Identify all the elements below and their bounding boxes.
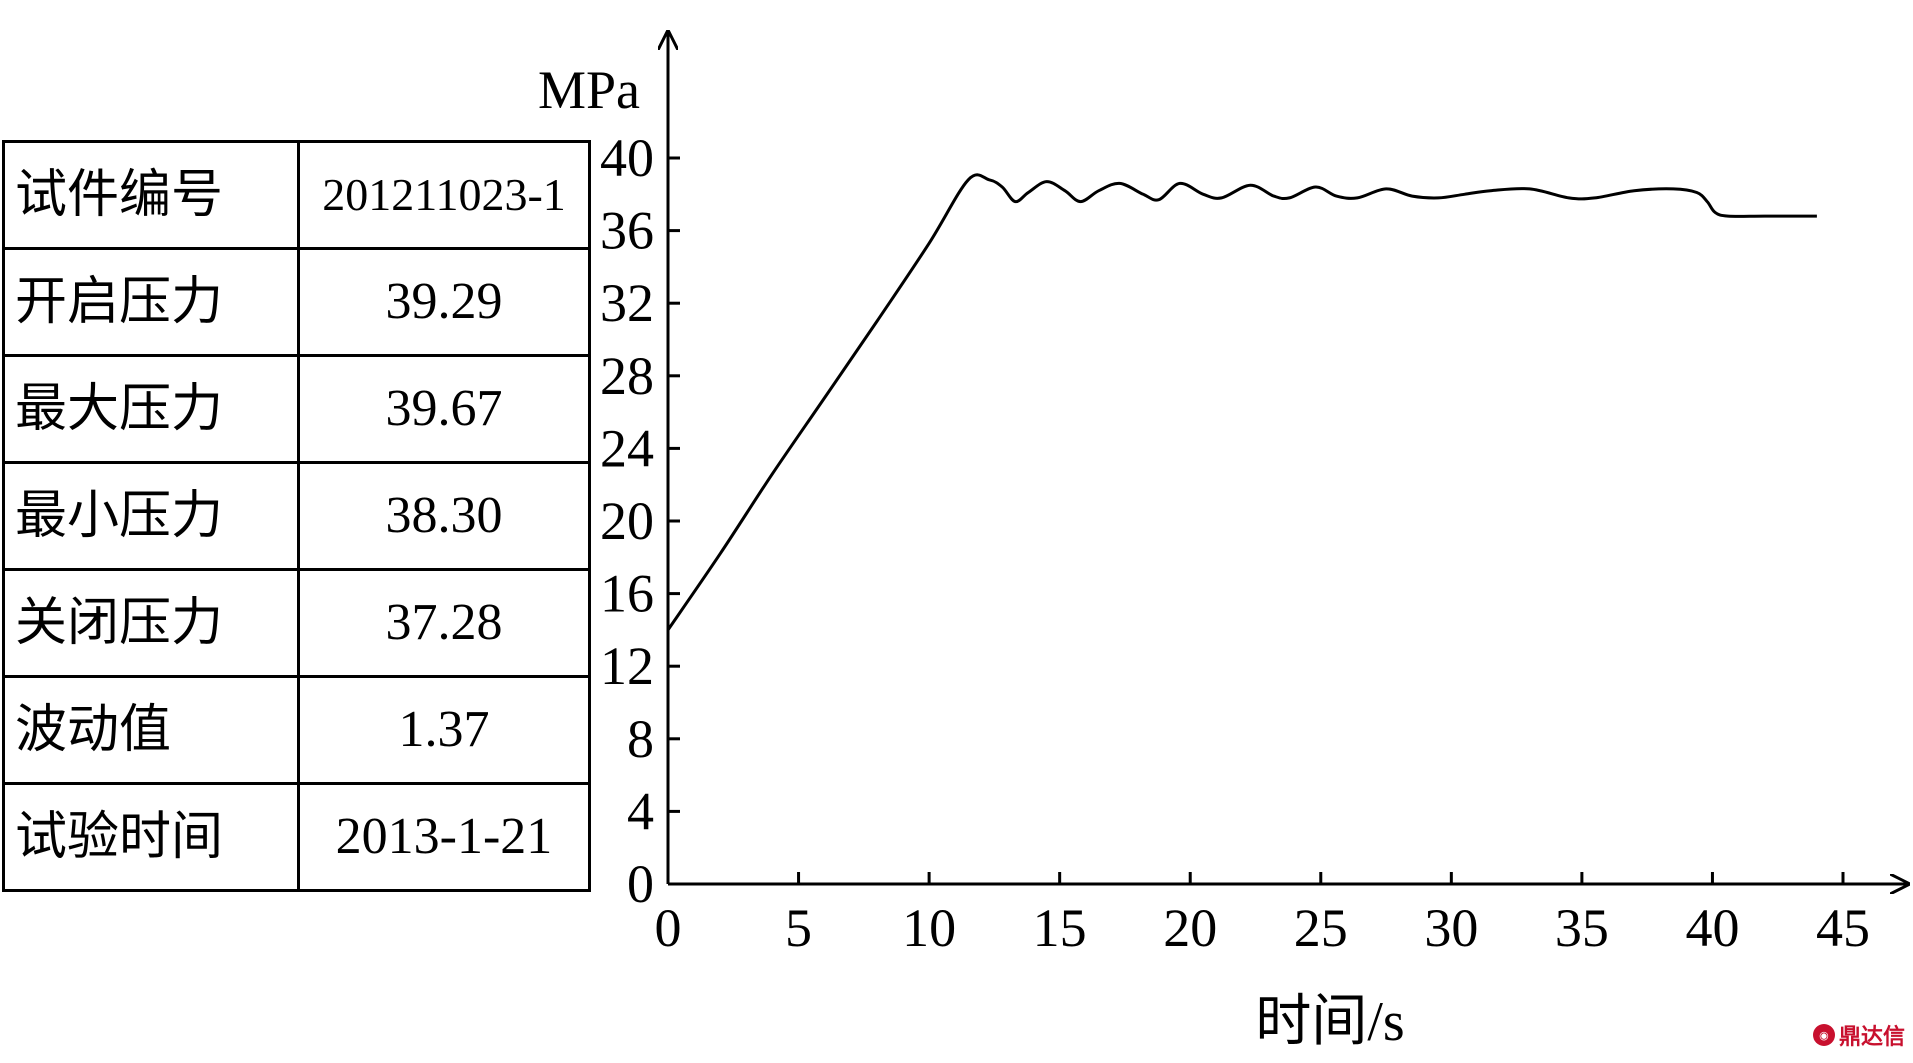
pressure-series-line — [666, 173, 1817, 631]
y-tick-label: 8 — [627, 709, 654, 769]
x-tick-label: 30 — [1424, 898, 1478, 958]
y-tick-label: 0 — [627, 854, 654, 914]
row-label: 试验时间 — [2, 782, 300, 892]
x-tick-label: 35 — [1555, 898, 1609, 958]
row-value: 201211023-1 — [297, 140, 591, 250]
x-tick-label: 10 — [902, 898, 956, 958]
row-value: 2013-1-21 — [297, 782, 591, 892]
x-axis-label: 时间/s — [1255, 991, 1404, 1053]
y-tick-label: 36 — [600, 201, 654, 261]
x-tick-label: 25 — [1294, 898, 1348, 958]
table-row: 试件编号 201211023-1 — [2, 140, 591, 250]
row-value: 38.30 — [297, 461, 591, 571]
row-value: 37.28 — [297, 568, 591, 678]
table-row: 关闭压力 37.28 — [2, 568, 591, 678]
row-value: 1.37 — [297, 675, 591, 785]
row-label: 开启压力 — [2, 247, 300, 357]
x-tick-label: 15 — [1033, 898, 1087, 958]
y-axis-label: MPa — [538, 60, 640, 120]
y-tick-label: 24 — [600, 418, 654, 478]
table-row: 最大压力 39.67 — [2, 354, 591, 464]
watermark: ◉ 鼎达信 — [1812, 1019, 1905, 1051]
table-row: 最小压力 38.30 — [2, 461, 591, 571]
row-label: 最小压力 — [2, 461, 300, 571]
table-row: 波动值 1.37 — [2, 675, 591, 785]
y-tick-label: 16 — [600, 564, 654, 624]
row-value: 39.67 — [297, 354, 591, 464]
specimen-info-table: 试件编号 201211023-1 开启压力 39.29 最大压力 39.67 最小压力 38.… — [2, 140, 591, 892]
y-tick-label: 12 — [600, 636, 654, 696]
brand-logo-icon: ◉ — [1812, 1024, 1835, 1046]
y-tick-label: 40 — [600, 128, 654, 188]
y-tick-label: 20 — [600, 491, 654, 551]
table-row: 开启压力 39.29 — [2, 247, 591, 357]
x-tick-label: 45 — [1816, 898, 1870, 958]
row-label: 试件编号 — [2, 140, 300, 250]
y-tick-label: 28 — [600, 346, 654, 406]
row-label: 关闭压力 — [2, 568, 300, 678]
y-tick-label: 32 — [600, 273, 654, 333]
x-tick-label: 0 — [655, 898, 682, 958]
row-label: 最大压力 — [2, 354, 300, 464]
watermark-text: 鼎达信 — [1838, 1025, 1905, 1050]
y-tick-label: 4 — [627, 781, 654, 841]
x-tick-label: 40 — [1685, 898, 1739, 958]
x-tick-label: 5 — [785, 898, 812, 958]
table-row: 试验时间 2013-1-21 — [2, 782, 591, 892]
row-value: 39.29 — [297, 247, 591, 357]
x-tick-label: 20 — [1163, 898, 1217, 958]
row-label: 波动值 — [2, 675, 300, 785]
